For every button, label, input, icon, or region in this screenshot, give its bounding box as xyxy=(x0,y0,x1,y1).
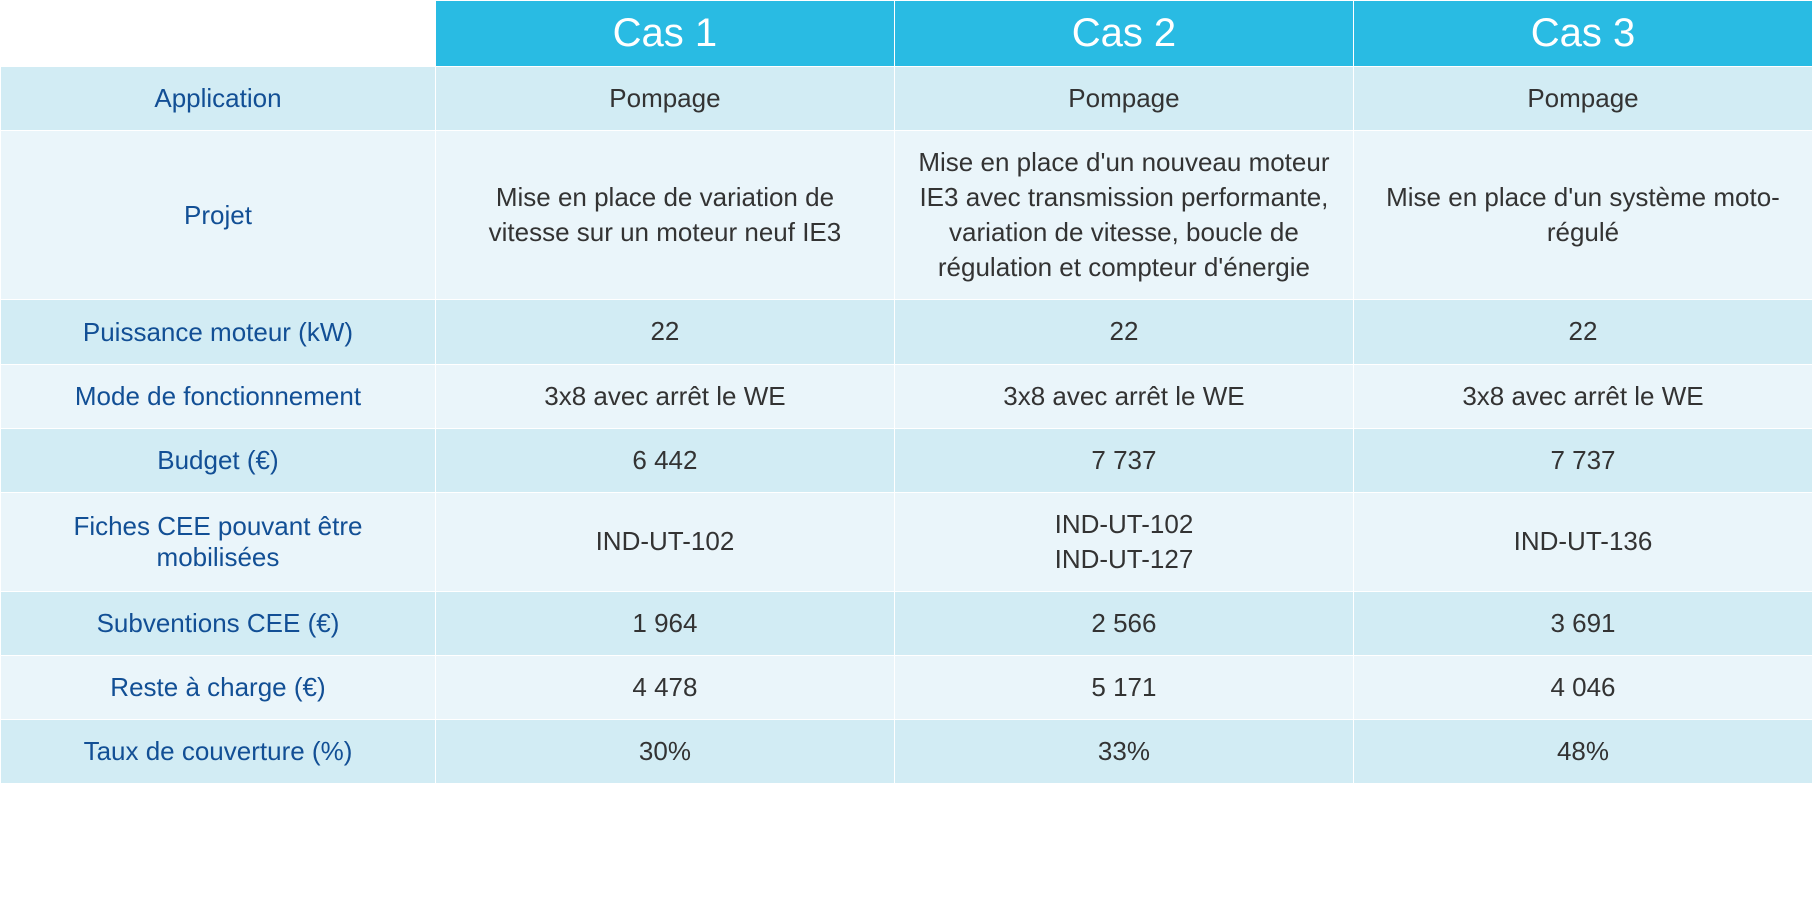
cell-value: Mise en place de variation de vitesse su… xyxy=(435,131,894,300)
cell-value: IND-UT-102 IND-UT-127 xyxy=(894,492,1353,591)
cell-value: 33% xyxy=(894,720,1353,784)
table-row: Budget (€)6 4427 7377 737 xyxy=(1,428,1813,492)
cell-value: 3x8 avec arrêt le WE xyxy=(894,364,1353,428)
table-row: Mode de fonctionnement3x8 avec arrêt le … xyxy=(1,364,1813,428)
row-label: Reste à charge (€) xyxy=(1,656,436,720)
header-corner xyxy=(1,1,436,67)
row-label: Projet xyxy=(1,131,436,300)
cell-value: 30% xyxy=(435,720,894,784)
cell-value: Mise en place d'un système moto-régulé xyxy=(1353,131,1812,300)
row-label: Fiches CEE pouvant être mobilisées xyxy=(1,492,436,591)
row-label: Application xyxy=(1,67,436,131)
cell-value: 6 442 xyxy=(435,428,894,492)
cell-value: 3 691 xyxy=(1353,591,1812,655)
cell-value: Pompage xyxy=(1353,67,1812,131)
cell-value: 7 737 xyxy=(894,428,1353,492)
table-row: Reste à charge (€)4 4785 1714 046 xyxy=(1,656,1813,720)
cell-value: 4 046 xyxy=(1353,656,1812,720)
col-header-2: Cas 2 xyxy=(894,1,1353,67)
row-label: Puissance moteur (kW) xyxy=(1,300,436,364)
cell-value: 4 478 xyxy=(435,656,894,720)
cell-value: 5 171 xyxy=(894,656,1353,720)
cell-value: 2 566 xyxy=(894,591,1353,655)
cell-value: IND-UT-136 xyxy=(1353,492,1812,591)
row-label: Budget (€) xyxy=(1,428,436,492)
cell-value: 22 xyxy=(1353,300,1812,364)
cell-value: Pompage xyxy=(435,67,894,131)
comparison-table: Cas 1 Cas 2 Cas 3 ApplicationPompagePomp… xyxy=(0,0,1813,784)
cell-value: 3x8 avec arrêt le WE xyxy=(1353,364,1812,428)
row-label: Mode de fonctionnement xyxy=(1,364,436,428)
table-row: ProjetMise en place de variation de vite… xyxy=(1,131,1813,300)
cell-value: 3x8 avec arrêt le WE xyxy=(435,364,894,428)
cell-value: 7 737 xyxy=(1353,428,1812,492)
table-body: ApplicationPompagePompagePompageProjetMi… xyxy=(1,67,1813,784)
cell-value: 1 964 xyxy=(435,591,894,655)
col-header-1: Cas 1 xyxy=(435,1,894,67)
cell-value: Mise en place d'un nouveau moteur IE3 av… xyxy=(894,131,1353,300)
cell-value: 48% xyxy=(1353,720,1812,784)
cell-value: 22 xyxy=(894,300,1353,364)
row-label: Taux de couverture (%) xyxy=(1,720,436,784)
col-header-3: Cas 3 xyxy=(1353,1,1812,67)
table-row: Subventions CEE (€)1 9642 5663 691 xyxy=(1,591,1813,655)
row-label: Subventions CEE (€) xyxy=(1,591,436,655)
cell-value: IND-UT-102 xyxy=(435,492,894,591)
cell-value: Pompage xyxy=(894,67,1353,131)
table-row: Taux de couverture (%)30%33%48% xyxy=(1,720,1813,784)
table-row: ApplicationPompagePompagePompage xyxy=(1,67,1813,131)
header-row: Cas 1 Cas 2 Cas 3 xyxy=(1,1,1813,67)
table-row: Fiches CEE pouvant être mobiliséesIND-UT… xyxy=(1,492,1813,591)
cell-value: 22 xyxy=(435,300,894,364)
table-row: Puissance moteur (kW)222222 xyxy=(1,300,1813,364)
